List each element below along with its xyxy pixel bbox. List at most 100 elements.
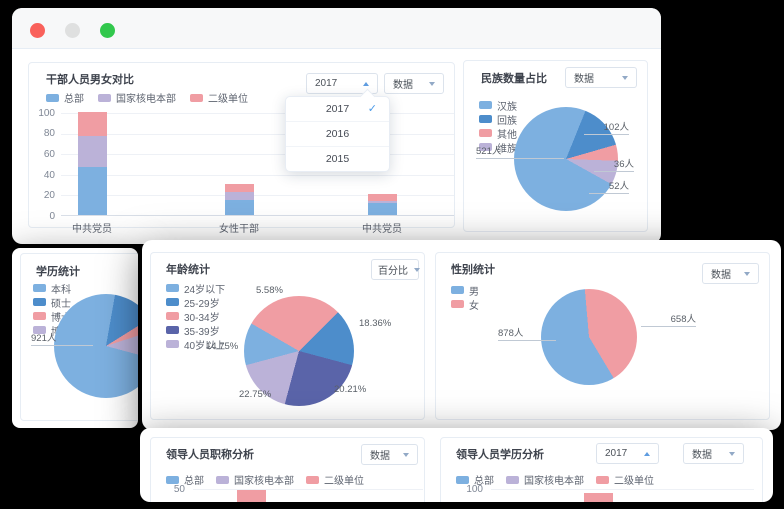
legend-item[interactable]: 硕士 bbox=[33, 296, 81, 310]
data-select[interactable]: 数据 bbox=[683, 443, 744, 464]
pie-label: 521人 bbox=[476, 143, 564, 159]
data-select-value: 数据 bbox=[370, 451, 390, 462]
legend-swatch bbox=[451, 286, 464, 294]
traffic-light-zoom[interactable] bbox=[100, 23, 115, 38]
legend-swatch bbox=[33, 326, 46, 334]
legend: 汉族 回族 其他 维族 bbox=[479, 99, 517, 155]
legend: 24岁以下 25-29岁 30-34岁 35-39岁 40岁以上 bbox=[166, 281, 225, 352]
pie-label: 5.58% bbox=[256, 285, 283, 296]
legend-swatch bbox=[166, 326, 179, 334]
middle-panel: 年龄统计 百分比 24岁以下 25-29岁 30-34岁 35-39岁 40岁以… bbox=[142, 240, 781, 430]
card-title: 领导人员职称分析 bbox=[166, 449, 254, 461]
legend-swatch bbox=[479, 129, 492, 137]
data-select[interactable]: 数据 bbox=[702, 263, 759, 284]
chevron-down-icon bbox=[622, 75, 628, 80]
legend-swatch bbox=[456, 475, 469, 484]
legend-swatch bbox=[33, 284, 46, 292]
legend-swatch bbox=[306, 475, 319, 484]
legend-item[interactable]: 其他 bbox=[479, 127, 517, 141]
legend: 男 女 bbox=[451, 283, 479, 312]
year-select[interactable]: 2017 bbox=[596, 443, 659, 464]
legend-swatch bbox=[216, 475, 229, 484]
legend-item[interactable]: 女 bbox=[451, 297, 479, 312]
legend-swatch bbox=[46, 93, 59, 102]
legend-swatch bbox=[479, 143, 492, 151]
legend-item[interactable]: 二级单位 bbox=[596, 472, 654, 487]
legend-item[interactable]: 国家核电本部 bbox=[98, 90, 176, 105]
legend-swatch bbox=[98, 93, 111, 102]
bar-女性干部 bbox=[225, 184, 254, 215]
legend-item[interactable]: 二级单位 bbox=[306, 472, 364, 487]
window-titlebar bbox=[12, 8, 661, 49]
legend-item[interactable]: 二级单位 bbox=[190, 90, 248, 105]
legend-item[interactable]: 总部 bbox=[166, 472, 204, 487]
legend-item[interactable]: 维族 bbox=[479, 141, 517, 155]
bar-segment bbox=[78, 166, 107, 215]
card-gender-stats: 性别统计 数据 男 女 878人 658人 bbox=[435, 252, 770, 420]
gridline bbox=[61, 113, 454, 114]
gridline bbox=[193, 489, 423, 490]
pie-label: 20.21% bbox=[334, 384, 367, 395]
data-select-value: 数据 bbox=[574, 74, 594, 85]
bar-segment bbox=[368, 200, 397, 203]
legend-item[interactable]: 汉族 bbox=[479, 99, 517, 113]
data-select[interactable]: 数据 bbox=[361, 444, 418, 465]
bar-segment bbox=[225, 192, 254, 200]
data-select-value: 数据 bbox=[393, 80, 413, 91]
year-select[interactable]: 2017 bbox=[306, 73, 378, 94]
traffic-light-close[interactable] bbox=[30, 23, 45, 38]
card-leader-title-analysis: 领导人员职称分析 数据 总部 国家核电本部 二级单位 50 bbox=[150, 437, 425, 502]
card-education-stats: 学历统计 本科 硕士 博士 博士后 921人 bbox=[20, 253, 138, 421]
gridline bbox=[61, 134, 454, 135]
legend-item[interactable]: 国家核电本部 bbox=[506, 472, 584, 487]
card-title: 学历统计 bbox=[36, 266, 80, 278]
traffic-light-minimize[interactable] bbox=[65, 23, 80, 38]
pie-label: 102人 bbox=[584, 119, 629, 135]
legend-item[interactable]: 国家核电本部 bbox=[216, 472, 294, 487]
legend-item[interactable]: 总部 bbox=[456, 472, 494, 487]
legend-item[interactable]: 35-39岁 bbox=[166, 323, 225, 338]
x-axis-label: 中共党员 bbox=[362, 224, 402, 235]
pie-label: 36人 bbox=[594, 156, 634, 172]
legend-item[interactable]: 总部 bbox=[46, 90, 84, 105]
legend-swatch bbox=[166, 284, 179, 292]
unit-select[interactable]: 百分比 bbox=[371, 259, 420, 280]
legend-item[interactable]: 回族 bbox=[479, 113, 517, 127]
stacked-bar-plot bbox=[61, 112, 454, 216]
menu-item-2015[interactable]: 2015 bbox=[286, 146, 389, 171]
menu-item-2016[interactable]: 2016 bbox=[286, 121, 389, 146]
menu-item-2017[interactable]: 2017 ✓ bbox=[286, 97, 389, 121]
pie-label: 878人 bbox=[498, 325, 556, 341]
card-leader-education-analysis: 领导人员学历分析 2017 数据 总部 国家核电本部 二级单位 100 bbox=[440, 437, 763, 502]
x-axis-label: 中共党员 bbox=[72, 224, 112, 235]
data-select[interactable]: 数据 bbox=[384, 73, 444, 94]
data-select[interactable]: 数据 bbox=[565, 67, 637, 88]
card-ethnic-ratio: 民族数量占比 数据 汉族 回族 其他 维族 102人 36人 52人 521人 bbox=[463, 60, 648, 232]
chevron-down-icon bbox=[403, 452, 409, 457]
legend-item[interactable]: 25-29岁 bbox=[166, 295, 225, 310]
chevron-up-icon bbox=[644, 451, 650, 456]
legend-item[interactable]: 30-34岁 bbox=[166, 309, 225, 324]
check-icon: ✓ bbox=[367, 103, 377, 115]
pie-label: 18.36% bbox=[359, 318, 392, 329]
legend-item[interactable]: 男 bbox=[451, 283, 479, 298]
education-panel: 学历统计 本科 硕士 博士 博士后 921人 bbox=[12, 248, 138, 428]
gridline bbox=[61, 195, 454, 196]
chevron-down-icon bbox=[414, 267, 420, 272]
x-axis-label: 女性干部 bbox=[219, 224, 259, 235]
pie-label: 14.75% bbox=[206, 341, 239, 352]
y-axis-tick: 100 bbox=[466, 484, 483, 495]
legend-item[interactable]: 40岁以上 bbox=[166, 337, 225, 352]
legend-item[interactable]: 本科 bbox=[33, 282, 81, 296]
card-title: 年龄统计 bbox=[166, 264, 210, 276]
legend-item[interactable]: 24岁以下 bbox=[166, 281, 225, 296]
gridline bbox=[491, 489, 754, 490]
y-axis-tick: 60 bbox=[43, 149, 55, 160]
data-select-value: 数据 bbox=[692, 450, 712, 461]
chevron-down-icon bbox=[744, 271, 750, 276]
gridline bbox=[61, 175, 454, 176]
chevron-down-icon bbox=[429, 81, 435, 86]
pie-label: 658人 bbox=[641, 311, 696, 327]
card-cadre-gender-compare: 干部人员男女对比 2017 数据 总部 国家核电本部 二级单位 100 80 6… bbox=[28, 62, 455, 235]
